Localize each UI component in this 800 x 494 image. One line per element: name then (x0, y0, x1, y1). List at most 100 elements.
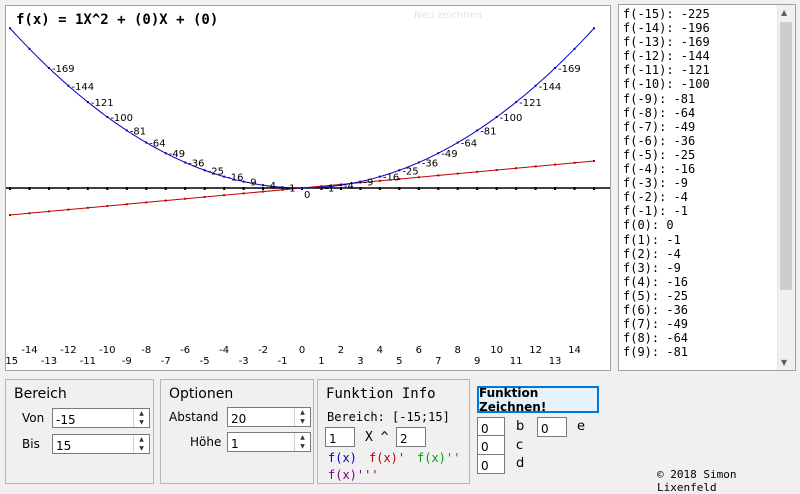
parabola-point (359, 180, 362, 183)
x-tick (145, 187, 148, 190)
x-tick-label: 10 (490, 345, 503, 356)
parabola-point (495, 116, 498, 118)
point-label: -36 (188, 158, 204, 169)
value-list-item[interactable]: f(0): 0 (623, 218, 674, 233)
value-list-item[interactable]: f(-8): -64 (623, 105, 696, 120)
value-list-item[interactable]: f(-9): -81 (623, 91, 696, 106)
parabola-point (9, 27, 11, 30)
value-list-item[interactable]: f(-15): -225 (623, 7, 710, 21)
value-list-item[interactable]: f(9): -81 (623, 345, 689, 360)
x-tick-label: 14 (568, 345, 581, 356)
parabola-point (184, 161, 187, 164)
value-list-item[interactable]: f(3): -9 (623, 260, 681, 275)
derivative-point (495, 169, 498, 171)
value-list-item[interactable]: f(7): -49 (623, 317, 689, 332)
function-plot[interactable]: -169 -144 -121 -100 -81 -64 -49 -36 -25 -16 -9 -4 -1… (5, 5, 611, 371)
point-label: -49 (441, 149, 457, 160)
point-label: -121 (519, 98, 542, 109)
hoehe-input[interactable] (228, 435, 295, 453)
exponent-input[interactable] (397, 430, 425, 448)
spin-down-icon[interactable]: ▼ (139, 445, 144, 452)
point-label: -81 (480, 126, 496, 137)
parabola-point (301, 187, 303, 189)
value-list-item[interactable]: f(2): -4 (623, 246, 681, 261)
parabola-point (515, 101, 518, 104)
derivative-point (223, 194, 226, 197)
derivative-point (573, 161, 576, 164)
value-list-item[interactable]: f(5): -25 (623, 288, 689, 303)
value-list-item[interactable]: f(-13): -169 (623, 35, 710, 50)
b-input[interactable] (478, 420, 504, 438)
f-label[interactable]: f(x) (328, 451, 357, 465)
abstand-spinner[interactable]: ▲▼ (227, 407, 311, 428)
value-list-item[interactable]: f(-6): -36 (623, 133, 696, 148)
bereich-legend: Bereich (14, 386, 67, 402)
f-double-prime-label[interactable]: f(x)'' (417, 451, 461, 465)
x-tick (573, 187, 576, 190)
value-list-item[interactable]: f(-1): -1 (623, 204, 689, 219)
c-field[interactable] (477, 435, 505, 456)
derivative-point (378, 179, 381, 182)
coefficient-input[interactable] (326, 430, 354, 448)
scroll-up-icon[interactable]: ▲ (781, 8, 788, 17)
spin-down-icon[interactable]: ▼ (300, 443, 305, 450)
value-list-scrollbar[interactable]: ▲ ▼ (777, 5, 795, 370)
spin-down-icon[interactable]: ▼ (139, 419, 144, 426)
value-list-item[interactable]: f(4): -16 (623, 274, 689, 289)
c-label: c (516, 438, 524, 453)
value-list-item[interactable]: f(-12): -144 (623, 49, 710, 64)
x-tick (534, 187, 537, 190)
hoehe-spinner[interactable]: ▲▼ (227, 432, 311, 453)
von-spinner[interactable]: ▲▼ (52, 408, 150, 429)
f-triple-prime-label[interactable]: f(x)''' (328, 468, 379, 482)
e-input[interactable] (538, 420, 566, 438)
value-list-item[interactable]: f(1): -1 (623, 232, 681, 247)
spin-down-icon[interactable]: ▼ (300, 418, 305, 425)
value-list-item[interactable]: f(-7): -49 (623, 119, 696, 134)
value-list[interactable]: f(-15): -225 f(-14): -196 f(-13): -169 f(-1… (618, 4, 796, 371)
scroll-thumb[interactable] (780, 22, 792, 290)
point-label: -144 (71, 82, 94, 93)
value-list-item[interactable]: f(6): -36 (623, 302, 689, 317)
value-list-item[interactable]: f(-5): -25 (623, 147, 696, 162)
c-input[interactable] (478, 438, 504, 456)
coefficient-field[interactable] (325, 427, 355, 448)
draw-function-button[interactable]: Funktion Zeichnen! (477, 386, 599, 414)
x-tick (417, 187, 420, 190)
e-field[interactable] (537, 417, 567, 438)
bis-spinner[interactable]: ▲▼ (52, 434, 150, 455)
x-tick-label: 3 (357, 356, 363, 367)
derivative-point (86, 206, 89, 209)
spin-up-icon[interactable]: ▲ (139, 410, 144, 417)
bis-input[interactable] (53, 437, 134, 455)
point-label: -9 (247, 178, 257, 189)
x-tick-label: -12 (60, 345, 76, 356)
von-input[interactable] (53, 411, 134, 429)
f-prime-label[interactable]: f(x)' (369, 451, 406, 465)
x-tick-label: 11 (510, 356, 523, 367)
derivative-point (262, 190, 265, 193)
derivative-point (145, 201, 148, 204)
value-list-item[interactable]: f(-3): -9 (623, 176, 689, 191)
abstand-input[interactable] (228, 410, 295, 428)
b-field[interactable] (477, 417, 505, 438)
funktion-info-group: Funktion Info Bereich: [-15;15] X ^ f(x)… (317, 379, 470, 484)
exponent-field[interactable] (396, 427, 426, 448)
x-tick (515, 187, 518, 190)
value-list-item[interactable]: f(-4): -16 (623, 162, 696, 177)
spin-up-icon[interactable]: ▲ (139, 436, 144, 443)
point-label: -169 (52, 64, 75, 75)
value-list-item[interactable]: f(-11): -121 (623, 63, 710, 78)
value-list-item[interactable]: f(-2): -4 (623, 190, 689, 205)
value-list-item[interactable]: f(-10): -100 (623, 77, 710, 92)
d-input[interactable] (478, 457, 504, 475)
derivative-point (28, 212, 31, 215)
spin-up-icon[interactable]: ▲ (300, 434, 305, 441)
scroll-down-icon[interactable]: ▼ (781, 358, 788, 367)
spin-up-icon[interactable]: ▲ (300, 409, 305, 416)
x-tick (593, 187, 595, 190)
d-field[interactable] (477, 454, 505, 475)
value-list-item[interactable]: f(-14): -196 (623, 21, 710, 36)
parabola-point (456, 141, 459, 144)
value-list-item[interactable]: f(8): -64 (623, 331, 689, 346)
